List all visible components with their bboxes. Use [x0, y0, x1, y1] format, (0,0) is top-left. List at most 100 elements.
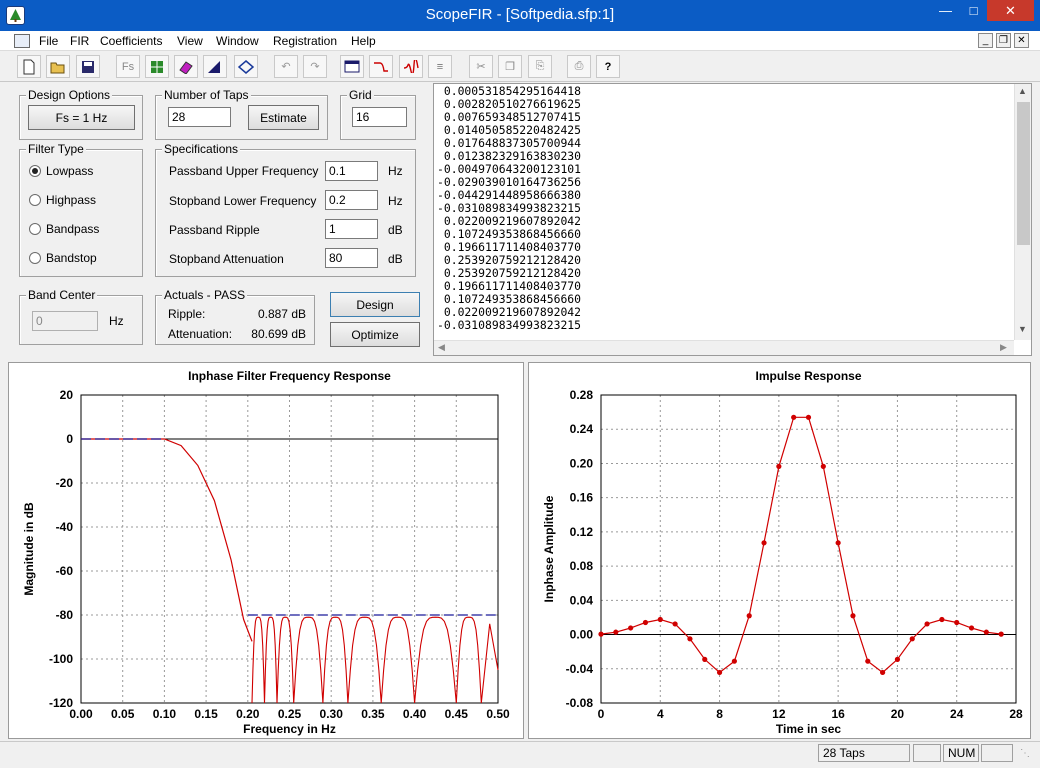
grid-icon[interactable] [145, 55, 169, 78]
coefficient-list[interactable]: 0.000531854295164418 0.00282051027661962… [433, 83, 1032, 356]
optimize-button[interactable]: Optimize [330, 322, 420, 347]
scale-icon[interactable] [203, 55, 227, 78]
cut-icon[interactable]: ✂ [469, 55, 493, 78]
coefficient-row: 0.253920759212128420 [437, 266, 582, 280]
impulse-curve [600, 416, 1002, 674]
impulse-point [761, 540, 767, 546]
lowpass-radio[interactable] [29, 165, 41, 177]
vertical-scrollbar[interactable]: ▲ ▼ [1014, 84, 1031, 340]
open-icon[interactable] [46, 55, 70, 78]
impulse-point [894, 656, 901, 662]
attenuation-label: Attenuation: [168, 327, 233, 341]
redo-icon[interactable]: ↷ [303, 55, 327, 78]
close-icon[interactable]: ✕ [987, 0, 1034, 21]
fs-label: Fs [121, 60, 135, 73]
scroll-left-icon[interactable]: ◀ [438, 342, 445, 352]
mdi-restore-icon[interactable]: ❐ [996, 33, 1011, 48]
impulse-point [924, 621, 930, 627]
menu-fir[interactable]: FIR [70, 34, 90, 48]
impulse-icon[interactable] [399, 55, 423, 78]
chart-title: Inphase Filter Frequency Response [188, 369, 391, 383]
coefficient-row: 0.253920759212128420 [437, 253, 582, 267]
scroll-right-icon[interactable]: ▶ [1000, 342, 1007, 352]
highpass-label[interactable]: Highpass [46, 193, 97, 207]
coef-list-icon[interactable]: ≡ [428, 55, 452, 78]
impulse-point [954, 619, 960, 626]
frequency-response-chart: Inphase Filter Frequency Response 0.00 0.0… [22, 369, 510, 736]
scroll-thumb[interactable] [1017, 102, 1030, 245]
impulse-point [998, 631, 1004, 637]
grid-input[interactable]: 16 [352, 107, 407, 127]
estimate-button[interactable]: Estimate [248, 105, 319, 130]
actuals-legend: Actuals - PASS [162, 288, 248, 302]
plot-frame [600, 394, 1017, 704]
eraser-icon[interactable] [174, 55, 198, 78]
y-tick-label: 0.24 [570, 422, 594, 436]
scroll-up-icon[interactable]: ▲ [1018, 86, 1027, 96]
title-bar: ScopeFIR - [Softpedia.sfp:1] — □ ✕ [0, 0, 1040, 31]
stopband-attenuation-input[interactable]: 80 [325, 248, 378, 268]
minimize-icon[interactable]: — [939, 3, 952, 18]
y-tick-label: -100 [49, 652, 73, 666]
window-icon[interactable] [340, 55, 364, 78]
y-tick-label: 0.08 [570, 559, 594, 573]
mdi-close-icon[interactable]: ✕ [1014, 33, 1029, 48]
impulse-point [657, 616, 663, 623]
bandpass-radio[interactable] [29, 223, 41, 235]
undo-icon[interactable]: ↶ [274, 55, 298, 78]
bandstop-radio[interactable] [29, 252, 41, 264]
bandpass-label[interactable]: Bandpass [46, 222, 100, 236]
impulse-point [672, 621, 678, 627]
save-icon[interactable] [76, 55, 100, 78]
menu-registration[interactable]: Registration [273, 34, 338, 48]
print-icon[interactable]: ⎙ [567, 55, 591, 78]
x-tick-label: 20 [891, 707, 905, 721]
passband-upper-input[interactable]: 0.1 [325, 161, 378, 181]
app-icon[interactable] [6, 6, 25, 25]
menu-help[interactable]: Help [351, 34, 376, 48]
menu-window[interactable]: Window [216, 34, 259, 48]
y-tick-label: -20 [56, 476, 74, 490]
lowpass-label[interactable]: Lowpass [46, 164, 94, 178]
paste-icon[interactable]: ⎘ [528, 55, 552, 78]
highpass-radio[interactable] [29, 194, 41, 206]
response-curve [81, 438, 253, 642]
menu-bar [0, 31, 1040, 51]
x-tick-label: 0.00 [69, 707, 93, 721]
passband-ripple-input[interactable]: 1 [325, 219, 378, 239]
horizontal-scrollbar[interactable]: ◀ ▶ [434, 340, 1014, 355]
impulse-point [939, 616, 945, 623]
design-button[interactable]: Design [330, 292, 420, 317]
maximize-icon[interactable]: □ [969, 3, 978, 18]
coefficient-values: 0.000531854295164418 0.00282051027661962… [437, 85, 581, 332]
scroll-down-icon[interactable]: ▼ [1018, 324, 1027, 334]
transform-icon[interactable] [234, 55, 258, 78]
y-tick-label: -0.04 [566, 662, 594, 676]
status-num: NUM [943, 744, 979, 762]
status-blank [981, 744, 1013, 762]
mdi-minimize-icon[interactable]: _ [978, 33, 993, 48]
copy-icon[interactable]: ❐ [498, 55, 522, 78]
menu-view[interactable]: View [177, 34, 203, 48]
document-icon[interactable] [14, 34, 30, 48]
y-axis-label: Magnitude in dB [22, 502, 36, 596]
impulse-point [731, 658, 737, 664]
x-tick-label: 0.35 [361, 707, 385, 721]
spec-unit: Hz [388, 194, 403, 208]
menu-file[interactable]: File [39, 34, 59, 48]
x-tick-label: 28 [1009, 707, 1023, 721]
coefficient-row: 0.107249353868456660 [437, 227, 582, 241]
stopband-lower-input[interactable]: 0.2 [325, 190, 378, 210]
resize-grip-icon[interactable]: ⋱ [1020, 748, 1030, 759]
bandstop-label[interactable]: Bandstop [46, 251, 97, 265]
help-icon[interactable]: ? [596, 55, 620, 78]
freq-response-icon[interactable] [369, 55, 393, 78]
impulse-point [835, 540, 841, 546]
band-center-input[interactable]: 0 [32, 311, 98, 331]
fs-icon[interactable]: Fs [116, 55, 140, 78]
taps-input[interactable]: 28 [168, 107, 231, 127]
menu-coefficients[interactable]: Coefficients [100, 34, 163, 48]
new-icon[interactable] [17, 55, 41, 78]
specifications-group [155, 149, 416, 277]
fs-button[interactable]: Fs = 1 Hz [28, 105, 135, 130]
